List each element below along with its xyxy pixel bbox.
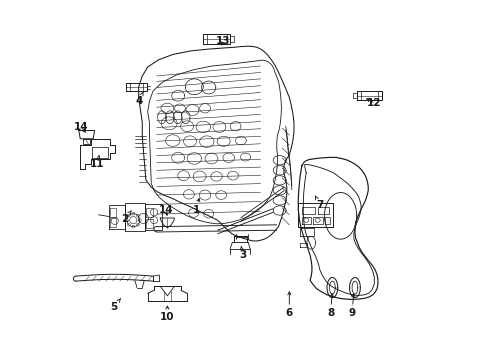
Text: 12: 12 xyxy=(366,98,381,108)
Text: 13: 13 xyxy=(215,36,230,46)
Text: 11: 11 xyxy=(90,156,104,169)
Text: 7: 7 xyxy=(315,196,323,210)
Text: 9: 9 xyxy=(348,293,355,318)
Text: 10: 10 xyxy=(160,306,174,322)
Text: 6: 6 xyxy=(285,292,292,318)
Text: 4: 4 xyxy=(135,92,143,106)
Text: 14: 14 xyxy=(74,122,88,132)
Text: 8: 8 xyxy=(326,293,333,318)
Text: 14: 14 xyxy=(159,206,173,216)
Text: 3: 3 xyxy=(239,246,246,260)
Text: 5: 5 xyxy=(110,298,121,312)
Text: 2: 2 xyxy=(121,211,131,224)
Text: 1: 1 xyxy=(192,198,200,216)
